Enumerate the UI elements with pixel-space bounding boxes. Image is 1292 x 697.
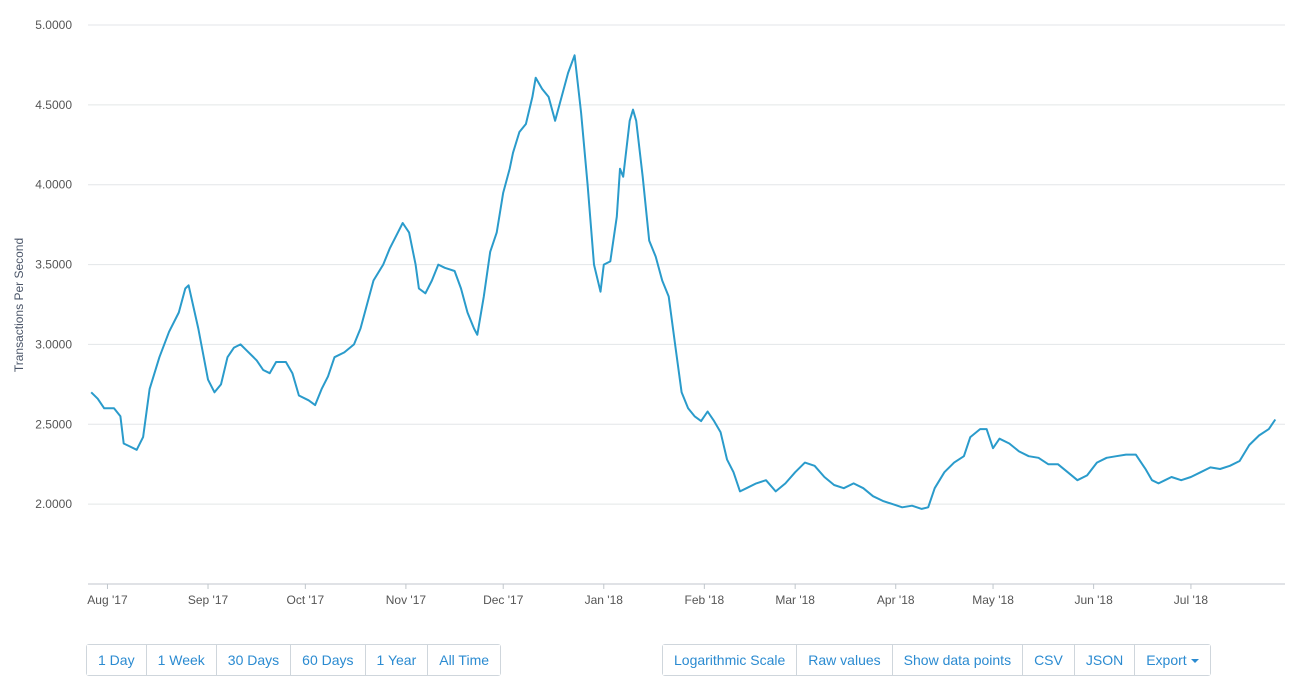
y-tick-label: 5.0000 bbox=[35, 18, 72, 32]
x-tick-label: Feb '18 bbox=[685, 593, 725, 607]
export-dropdown-button[interactable]: Export bbox=[1135, 645, 1210, 675]
export-label: Export bbox=[1146, 652, 1187, 668]
y-axis-ticks: 2.0000 2.5000 3.0000 3.5000 4.0000 4.5000 5.00… bbox=[35, 18, 72, 511]
time-range-button-group: 1 Day 1 Week 30 Days 60 Days 1 Year All … bbox=[86, 644, 502, 676]
series-line bbox=[90, 54, 1277, 510]
range-1-day-button[interactable]: 1 Day bbox=[87, 645, 147, 675]
chart-options-button-group: Logarithmic Scale Raw values Show data p… bbox=[662, 644, 1211, 676]
y-axis-label: Transactions Per Second bbox=[12, 238, 26, 372]
range-60-days-button[interactable]: 60 Days bbox=[291, 645, 366, 675]
x-tick-label: Mar '18 bbox=[775, 593, 815, 607]
x-tick-label: Jan '18 bbox=[585, 593, 624, 607]
x-tick-label: Dec '17 bbox=[483, 593, 524, 607]
x-tick-label: Aug '17 bbox=[87, 593, 128, 607]
range-1-year-button[interactable]: 1 Year bbox=[365, 645, 429, 675]
chevron-down-icon bbox=[1190, 659, 1199, 664]
csv-button[interactable]: CSV bbox=[1023, 645, 1075, 675]
x-tick-label: Jul '18 bbox=[1174, 593, 1209, 607]
x-axis-ticks: Aug '17 Sep '17 Oct '17 Nov '17 Dec '17 Jan '… bbox=[87, 584, 1208, 607]
y-tick-label: 3.5000 bbox=[35, 258, 72, 272]
x-tick-label: May '18 bbox=[972, 593, 1014, 607]
raw-values-button[interactable]: Raw values bbox=[797, 645, 893, 675]
x-tick-label: Nov '17 bbox=[386, 593, 427, 607]
grid-lines bbox=[88, 24, 1285, 505]
range-30-days-button[interactable]: 30 Days bbox=[216, 645, 292, 675]
y-tick-label: 3.0000 bbox=[35, 337, 72, 351]
y-tick-label: 2.5000 bbox=[35, 417, 72, 431]
x-tick-label: Apr '18 bbox=[877, 593, 915, 607]
show-data-points-button[interactable]: Show data points bbox=[892, 645, 1024, 675]
logarithmic-scale-button[interactable]: Logarithmic Scale bbox=[663, 645, 798, 675]
x-tick-label: Sep '17 bbox=[188, 593, 229, 607]
x-tick-label: Jun '18 bbox=[1074, 593, 1113, 607]
line-chart: 2.0000 2.5000 3.0000 3.5000 4.0000 4.5000 5.00… bbox=[12, 18, 1285, 607]
x-tick-label: Oct '17 bbox=[287, 593, 325, 607]
range-all-time-button[interactable]: All Time bbox=[428, 645, 501, 675]
json-button[interactable]: JSON bbox=[1074, 645, 1136, 675]
y-tick-label: 4.5000 bbox=[35, 98, 72, 112]
range-1-week-button[interactable]: 1 Week bbox=[146, 645, 217, 675]
y-tick-label: 4.0000 bbox=[35, 178, 72, 192]
y-tick-label: 2.0000 bbox=[35, 497, 72, 511]
